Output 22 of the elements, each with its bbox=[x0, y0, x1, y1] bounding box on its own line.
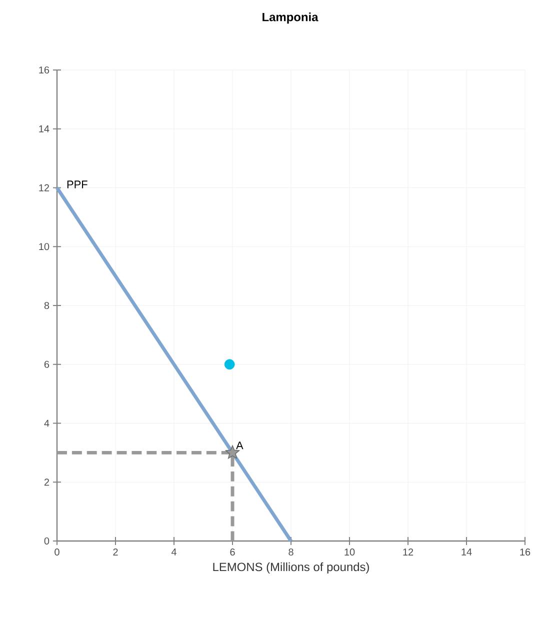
x-axis-title: LEMONS (Millions of pounds) bbox=[213, 562, 369, 574]
y-tick-label: 10 bbox=[39, 243, 50, 250]
y-tick-label: 2 bbox=[44, 478, 49, 486]
x-tick-label: 0 bbox=[54, 548, 60, 556]
x-tick-label: 16 bbox=[520, 548, 530, 556]
chart-title: Lamponia bbox=[262, 12, 318, 24]
x-tick-label: 12 bbox=[403, 548, 414, 556]
x-tick-label: 6 bbox=[230, 548, 235, 556]
y-tick-label: 0 bbox=[44, 537, 50, 545]
y-tick-label: 14 bbox=[39, 125, 50, 132]
x-tick-label: 2 bbox=[113, 548, 118, 556]
series-label: PPF bbox=[67, 180, 88, 188]
x-tick-label: 14 bbox=[462, 548, 472, 556]
x-tick-label: 10 bbox=[344, 548, 355, 556]
x-tick-label: 8 bbox=[288, 548, 294, 556]
y-tick-label: 16 bbox=[39, 66, 50, 74]
y-tick-label: 8 bbox=[44, 302, 50, 310]
y-tick-label: 12 bbox=[39, 184, 49, 192]
annotation: A bbox=[236, 442, 244, 450]
y-tick-label: 6 bbox=[44, 360, 50, 368]
x-tick-label: 4 bbox=[171, 548, 176, 556]
y-tick-label: 4 bbox=[44, 420, 50, 427]
